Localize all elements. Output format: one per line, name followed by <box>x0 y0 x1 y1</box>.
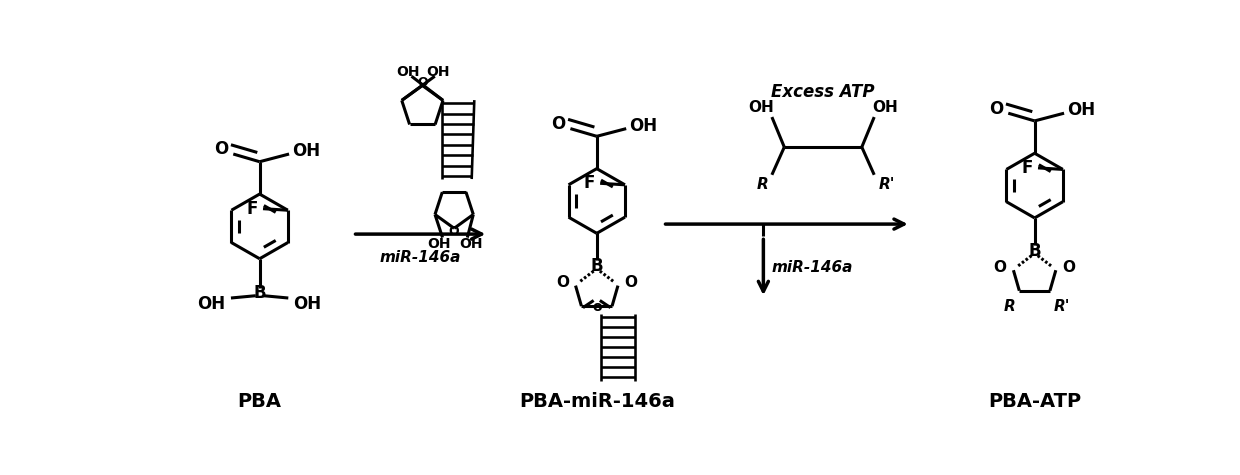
Text: O: O <box>1063 260 1075 275</box>
Text: O: O <box>449 225 460 238</box>
Text: OH: OH <box>293 142 320 160</box>
Text: PBA: PBA <box>238 392 281 411</box>
Text: OH: OH <box>294 295 321 313</box>
Text: F: F <box>1022 159 1033 177</box>
Text: F: F <box>247 200 258 218</box>
Text: O: O <box>993 260 1007 275</box>
Text: OH: OH <box>629 116 657 134</box>
Text: B: B <box>253 284 265 302</box>
Text: OH: OH <box>197 295 226 313</box>
Text: B: B <box>590 257 603 276</box>
Text: O: O <box>988 100 1003 118</box>
Text: O: O <box>417 76 428 89</box>
Text: o: o <box>591 300 601 314</box>
Text: OH: OH <box>397 65 420 79</box>
Text: R': R' <box>1054 299 1070 314</box>
Text: O: O <box>625 275 637 290</box>
Text: F: F <box>584 174 595 192</box>
Text: R: R <box>756 177 769 191</box>
Text: B: B <box>1028 242 1040 260</box>
Text: miR-146a: miR-146a <box>771 260 853 275</box>
Text: O: O <box>213 141 228 158</box>
Text: miR-146a: miR-146a <box>379 250 461 265</box>
Text: PBA-miR-146a: PBA-miR-146a <box>518 392 675 411</box>
Text: OH: OH <box>872 100 898 115</box>
Text: O: O <box>556 275 569 290</box>
Text: O: O <box>551 115 565 133</box>
Text: PBA-ATP: PBA-ATP <box>988 392 1081 411</box>
Text: OH: OH <box>427 65 450 79</box>
Text: OH: OH <box>748 100 774 115</box>
Text: OH: OH <box>427 237 450 251</box>
Text: R: R <box>1004 299 1016 314</box>
Text: OH: OH <box>460 237 482 251</box>
Text: Excess ATP: Excess ATP <box>771 83 874 101</box>
Text: R': R' <box>878 177 895 191</box>
Text: OH: OH <box>1068 101 1095 119</box>
